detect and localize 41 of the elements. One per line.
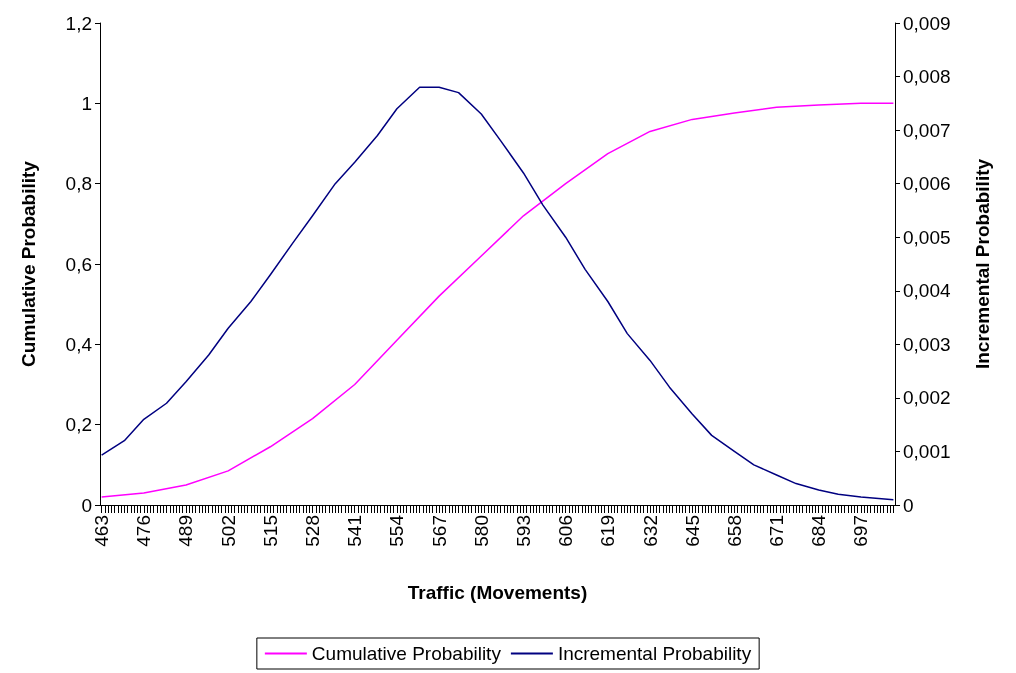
x-axis-title: Traffic (Movements) (407, 582, 588, 603)
y2-tick-label: 0,008 (903, 66, 951, 88)
legend-label: Cumulative Probability (311, 643, 502, 664)
x-tick-label: 658 (723, 515, 745, 547)
y-tick-label: 0 (81, 494, 92, 516)
y-axis-title: Cumulative Probability (18, 160, 39, 367)
y-tick-label: 0,2 (65, 414, 92, 436)
x-tick-label: 502 (217, 515, 239, 547)
x-tick-label: 593 (512, 515, 534, 547)
x-tick-label: 476 (133, 515, 155, 547)
x-tick-label: 606 (555, 515, 577, 547)
x-tick-label: 671 (766, 515, 788, 547)
x-tick-label: 684 (808, 514, 830, 547)
y-tick-label: 1 (81, 92, 92, 114)
y2-tick-label: 0,001 (903, 440, 951, 462)
x-tick-label: 632 (639, 515, 661, 547)
y2-tick-label: 0,006 (903, 173, 951, 195)
y-tick-label: 0,4 (65, 333, 93, 355)
y2-tick-label: 0,002 (903, 387, 951, 409)
y-tick-label: 0,8 (65, 173, 92, 195)
y2-tick-label: 0,005 (903, 226, 951, 248)
y2-tick-label: 0,003 (903, 333, 951, 355)
x-tick-label: 463 (91, 515, 113, 547)
y2-axis-title: Incremental Probability (972, 158, 993, 370)
x-tick-label: 619 (597, 515, 619, 547)
y-tick-label: 0,6 (65, 253, 92, 275)
x-tick-label: 645 (681, 515, 703, 547)
legend-label: Incremental Probability (557, 643, 752, 664)
y2-tick-label: 0,004 (903, 280, 951, 302)
x-tick-label: 554 (386, 514, 408, 547)
x-tick-label: 489 (175, 515, 197, 547)
x-tick-label: 515 (259, 515, 281, 547)
y2-tick-label: 0,009 (903, 12, 951, 34)
x-tick-label: 697 (850, 515, 872, 547)
x-tick-label: 567 (428, 515, 450, 547)
x-tick-label: 541 (344, 515, 366, 547)
y2-tick-label: 0,007 (903, 119, 951, 141)
x-tick-label: 580 (470, 515, 492, 547)
x-tick-label: 528 (302, 515, 324, 547)
y-tick-label: 1,2 (65, 12, 92, 34)
y2-tick-label: 0 (903, 494, 914, 516)
